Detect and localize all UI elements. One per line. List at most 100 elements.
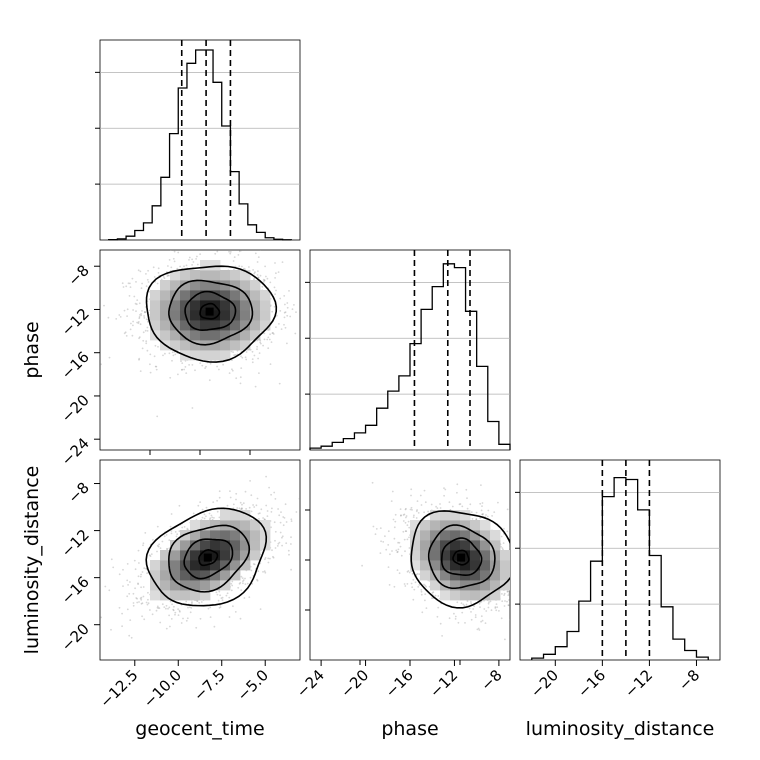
- scatter-point: [307, 316, 309, 318]
- scatter-point: [180, 360, 182, 363]
- scatter-point: [481, 513, 484, 516]
- scatter-point: [220, 597, 223, 600]
- scatter-point: [269, 557, 271, 560]
- density-cell: [220, 320, 231, 331]
- scatter-point: [260, 330, 263, 333]
- scatter-point: [516, 585, 518, 587]
- density-cell: [150, 310, 161, 321]
- scatter-point: [178, 609, 181, 612]
- scatter-point: [126, 563, 129, 565]
- scatter-point: [273, 521, 276, 524]
- scatter-point: [131, 277, 134, 280]
- scatter-point: [506, 600, 508, 603]
- scatter-point: [249, 480, 252, 482]
- scatter-point: [263, 570, 266, 573]
- density-cell: [240, 340, 251, 351]
- density-cell: [210, 340, 221, 351]
- scatter-point: [275, 272, 277, 275]
- scatter-point: [303, 339, 305, 341]
- scatter-point: [172, 354, 175, 357]
- scatter-point: [264, 558, 266, 561]
- scatter-point: [290, 520, 293, 522]
- scatter-point: [134, 587, 137, 590]
- scatter-point: [149, 363, 151, 366]
- scatter-point: [118, 314, 121, 316]
- scatter-point: [275, 326, 277, 328]
- scatter-point: [289, 315, 292, 318]
- scatter-point: [166, 547, 169, 550]
- scatter-point: [143, 311, 146, 313]
- density-cell: [230, 280, 241, 291]
- density-cell: [220, 300, 231, 311]
- scatter-point: [209, 518, 211, 521]
- scatter-point: [257, 276, 260, 279]
- scatter-point: [490, 609, 493, 612]
- scatter-point: [290, 543, 292, 545]
- scatter-point: [395, 549, 398, 552]
- scatter-point: [173, 605, 175, 608]
- scatter-point: [439, 507, 442, 509]
- scatter-point: [413, 514, 415, 517]
- scatter-point: [211, 516, 214, 519]
- scatter-point: [275, 314, 278, 317]
- scatter-point: [118, 606, 121, 609]
- scatter-point: [513, 587, 515, 589]
- contour-3: [145, 265, 278, 363]
- scatter-point: [264, 557, 267, 559]
- scatter-point: [161, 603, 164, 606]
- density-cell: [240, 320, 251, 331]
- scatter-point: [282, 524, 285, 527]
- scatter-point: [274, 498, 277, 500]
- scatter-point: [403, 538, 406, 541]
- scatter-point: [167, 607, 169, 610]
- scatter-point: [142, 331, 145, 334]
- density-peak: [203, 553, 212, 562]
- scatter-point: [404, 550, 406, 553]
- scatter-point: [185, 600, 188, 603]
- scatter-point: [147, 598, 149, 601]
- scatter-point: [196, 263, 199, 266]
- panel-geocent-time-hist: [99, 39, 301, 241]
- scatter-point: [216, 365, 219, 368]
- scatter-point: [244, 268, 246, 271]
- scatter-point: [167, 274, 170, 277]
- scatter-point: [302, 329, 304, 331]
- scatter-point: [155, 609, 158, 612]
- scatter-point: [231, 369, 234, 372]
- scatter-point: [387, 566, 390, 568]
- density-cell: [180, 300, 191, 311]
- scatter-point: [176, 533, 179, 536]
- scatter-point: [153, 276, 156, 278]
- scatter-point: [410, 494, 412, 497]
- density-cell: [210, 310, 221, 321]
- scatter-point: [245, 246, 247, 248]
- scatter-point: [135, 310, 137, 312]
- scatter-point: [191, 258, 194, 261]
- density-cell: [250, 300, 261, 311]
- scatter-point: [252, 269, 255, 271]
- scatter-point: [228, 616, 231, 618]
- scatter-point: [281, 544, 283, 547]
- scatter-point: [513, 635, 515, 637]
- scatter-point: [147, 591, 149, 594]
- scatter-point: [279, 531, 282, 534]
- scatter-point: [235, 377, 238, 380]
- scatter-point: [171, 351, 174, 354]
- scatter-point: [513, 589, 515, 591]
- density-cell: [210, 260, 221, 271]
- scatter-point: [291, 308, 294, 311]
- scatter-point: [107, 316, 110, 319]
- scatter-point: [259, 250, 262, 251]
- scatter-point: [298, 497, 300, 500]
- scatter-point: [461, 505, 464, 508]
- scatter-point: [252, 563, 255, 565]
- scatter-point: [443, 494, 445, 497]
- scatter-point: [126, 315, 128, 317]
- contour-2: [168, 279, 254, 346]
- scatter-point: [278, 323, 280, 325]
- density-cell: [230, 300, 241, 311]
- scatter-point: [436, 507, 439, 509]
- scatter-point: [138, 317, 141, 320]
- scatter-point: [205, 506, 208, 509]
- scatter-point: [234, 611, 237, 613]
